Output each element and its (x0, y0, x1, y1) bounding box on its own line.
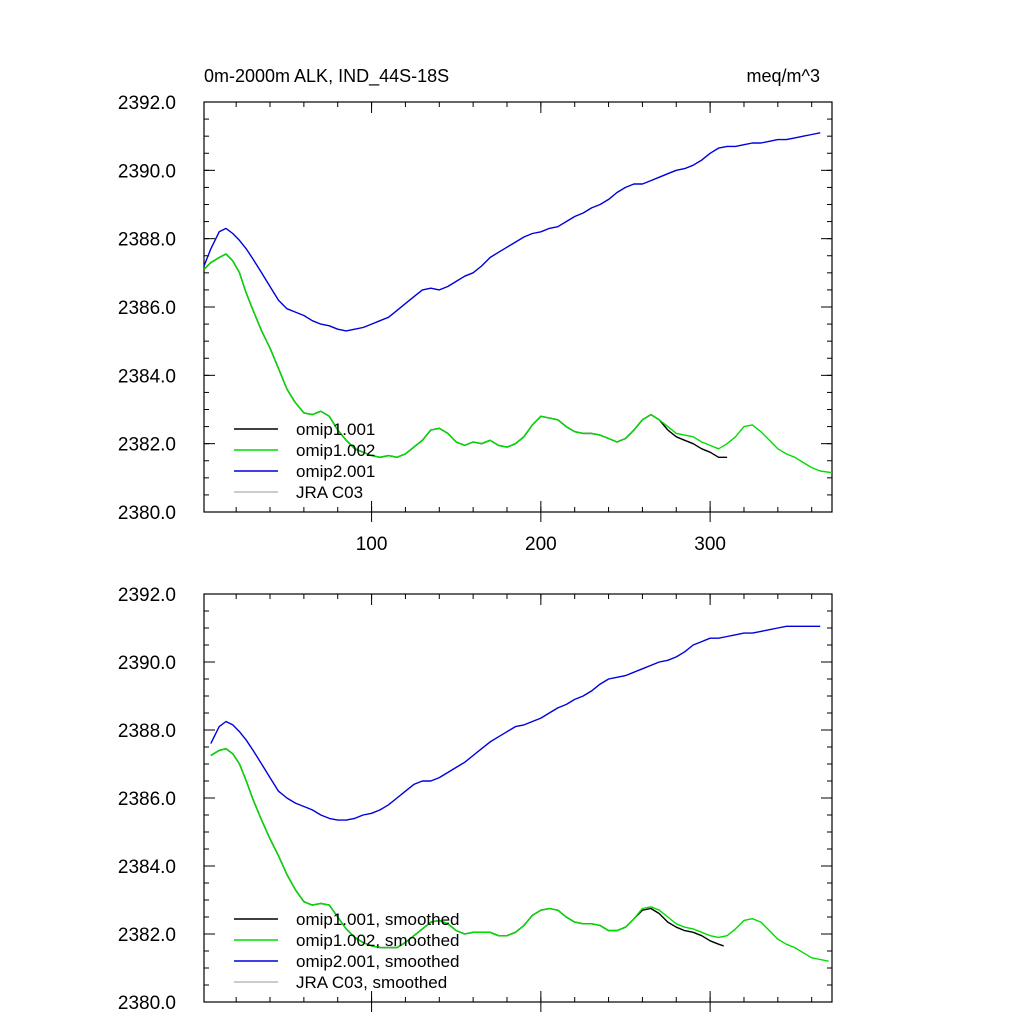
x-tick-label: 200 (525, 534, 557, 555)
legend-label: omip1.002, smoothed (296, 931, 460, 950)
y-tick-label: 2384.0 (118, 366, 176, 387)
series-line-2 (210, 625, 821, 821)
y-tick-label: 2388.0 (118, 721, 176, 742)
y-tick-label: 2392.0 (118, 93, 176, 114)
chart-title: 0m-2000m ALK, IND_44S-18S (204, 66, 449, 87)
y-tick-label: 2380.0 (118, 503, 176, 524)
legend: omip1.001, smoothed omip1.002, smoothed om… (234, 910, 460, 992)
units-label: meq/m^3 (747, 66, 820, 86)
panel-raw: 2380.0 2382.0 2384.0 2386.0 2388.0 2390.0 2392… (118, 93, 833, 555)
x-tick-label: 300 (694, 534, 726, 555)
y-tick-label: 2380.0 (118, 993, 176, 1014)
y-tick-label: 2390.0 (118, 653, 176, 674)
legend: omip1.001 omip1.002 omip2.001 JRA C03 (234, 420, 375, 502)
y-tick-label: 2388.0 (118, 230, 176, 251)
series-line-1 (210, 748, 829, 962)
x-tick-label: 100 (356, 534, 388, 555)
series-line-2 (203, 132, 821, 332)
legend-label: omip2.001 (296, 462, 375, 481)
y-tick-label: 2392.0 (118, 585, 176, 606)
axis-ticks (204, 593, 832, 1012)
axis-ticks (204, 101, 832, 522)
legend-label: omip1.002 (296, 441, 375, 460)
y-tick-label: 2382.0 (118, 925, 176, 946)
panel-smoothed: 2380.0 2382.0 2384.0 2386.0 2388.0 2390.0 2392… (118, 585, 833, 1014)
legend-label: omip2.001, smoothed (296, 952, 460, 971)
y-tick-label: 2386.0 (118, 789, 176, 810)
legend-label: omip1.001, smoothed (296, 910, 460, 929)
series-line-1 (203, 253, 833, 474)
series-line-0 (203, 253, 728, 458)
y-tick-label: 2390.0 (118, 161, 176, 182)
y-tick-label: 2384.0 (118, 857, 176, 878)
legend-label: JRA C03 (296, 483, 363, 502)
legend-label: JRA C03, smoothed (296, 973, 447, 992)
y-tick-label: 2382.0 (118, 435, 176, 456)
legend-label: omip1.001 (296, 420, 375, 439)
series-line-0 (210, 748, 724, 949)
y-tick-label: 2386.0 (118, 298, 176, 319)
